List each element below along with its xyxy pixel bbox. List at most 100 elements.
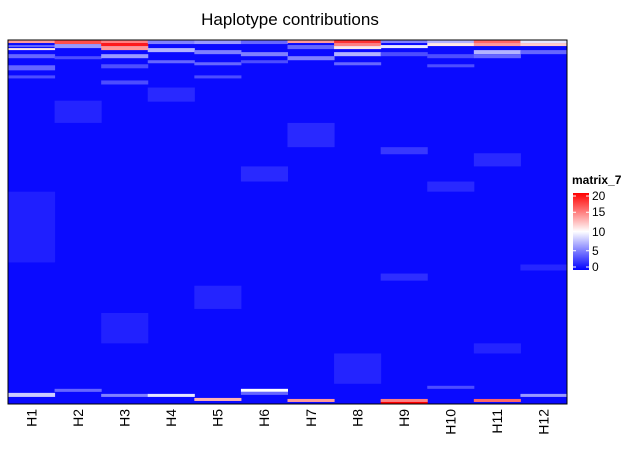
heatmap-cell <box>520 40 568 44</box>
heatmap-cell <box>8 65 56 71</box>
chart-title: Haplotype contributions <box>201 10 379 29</box>
heatmap-cell <box>8 40 56 44</box>
legend-tickmarks <box>573 195 589 268</box>
column-label-H9: H9 <box>396 409 412 427</box>
heatmap-column-H2 <box>54 40 102 404</box>
heatmap-cell <box>427 64 475 68</box>
heatmap-cell <box>101 393 149 397</box>
column-label-H2: H2 <box>70 409 86 427</box>
heatmap-cell <box>240 388 288 392</box>
column-label-H11: H11 <box>489 409 505 434</box>
column-labels: H1 H2 H3 H4 H5 H6 H7 H8 H9 H10 H11 H12 <box>23 409 551 435</box>
column-label-H8: H8 <box>349 409 365 427</box>
heatmap-cell <box>287 122 335 148</box>
heatmap-cell <box>473 43 521 47</box>
column-label-H4: H4 <box>163 409 179 427</box>
heatmap-cell <box>473 40 521 44</box>
heatmap-cell <box>147 48 195 53</box>
heatmap-cell <box>54 388 102 392</box>
legend-tick-label: 10 <box>592 224 606 239</box>
heatmap-cell <box>473 153 521 167</box>
heatmap-cell <box>8 191 56 263</box>
heatmap-cell <box>380 273 428 281</box>
heatmap-cell <box>380 401 428 404</box>
heatmap-cell <box>520 50 568 55</box>
heatmap-column-H12 <box>520 40 568 404</box>
heatmap-cell <box>240 40 288 45</box>
heatmap-cell <box>101 54 149 59</box>
heatmap-cell <box>194 397 242 401</box>
heatmap-cell <box>101 313 149 344</box>
column-label-H3: H3 <box>116 409 132 427</box>
column-label-H6: H6 <box>256 409 272 427</box>
heatmap-cell <box>194 75 242 79</box>
column-label-H12: H12 <box>536 409 552 435</box>
heatmap-cell <box>194 285 242 309</box>
heatmap-column-H3 <box>101 40 149 404</box>
heatmap-column-H10 <box>427 40 475 404</box>
heatmap-cell <box>473 398 521 402</box>
heatmap-cell <box>427 54 475 59</box>
heatmap-cell <box>147 393 195 397</box>
heatmap-cell <box>8 45 56 48</box>
heatmap-cell <box>380 40 428 44</box>
heatmap-cell <box>380 52 428 57</box>
heatmap-cell <box>334 52 382 57</box>
heatmap-cell <box>8 54 56 59</box>
heatmap-cell <box>54 40 102 45</box>
heatmap-cell <box>334 353 382 384</box>
heatmap-cell <box>520 264 568 271</box>
heatmap-cell <box>427 385 475 389</box>
heatmap-column-H7 <box>287 40 335 404</box>
heatmap-cell <box>473 50 521 55</box>
heatmap-cell <box>427 40 475 44</box>
heatmap-cell <box>240 60 288 64</box>
legend-tick-label: 0 <box>592 260 599 274</box>
heatmap-column-H9 <box>380 40 428 404</box>
heatmap-cell <box>380 45 428 49</box>
heatmap-cell <box>427 181 475 192</box>
heatmap-cell <box>194 40 242 45</box>
heatmap-cells <box>8 40 568 404</box>
heatmap-column-H5 <box>194 40 242 404</box>
heatmap-cell <box>101 64 149 69</box>
heatmap-cell <box>101 40 149 44</box>
heatmap-cell <box>8 75 56 79</box>
heatmap-cell <box>8 392 56 397</box>
heatmap-cell <box>147 87 195 102</box>
heatmap-cell <box>473 54 521 59</box>
heatmap-cell <box>287 40 335 44</box>
column-label-H1: H1 <box>23 409 39 427</box>
heatmap-cell <box>54 44 102 49</box>
heatmap-column-H6 <box>240 40 288 404</box>
column-label-H10: H10 <box>443 409 459 435</box>
heatmap-cell <box>240 166 288 182</box>
legend-tick-label: 5 <box>592 243 599 258</box>
heatmap-cell <box>287 45 335 50</box>
legend-title: matrix_7 <box>572 173 622 187</box>
heatmap-cell <box>194 50 242 55</box>
heatmap-cell <box>101 43 149 47</box>
heatmap-cell <box>147 60 195 64</box>
heatmap-cell <box>101 46 149 51</box>
column-label-H5: H5 <box>210 409 226 427</box>
heatmap-cell <box>54 56 102 60</box>
plot-border <box>7 39 568 405</box>
heatmap-cell <box>54 100 102 123</box>
heatmap-cell <box>287 398 335 402</box>
heatmap-cell <box>520 393 568 397</box>
heatmap-cell <box>334 62 382 66</box>
heatmap-cell <box>334 40 382 44</box>
heatmap-cell <box>287 56 335 61</box>
heatmap-cell <box>147 40 195 45</box>
heatmap-cell <box>473 343 521 354</box>
heatmap-cell <box>380 147 428 155</box>
heatmap-cell <box>240 391 288 395</box>
heatmap-cell <box>194 62 242 66</box>
heatmap-cell <box>427 43 475 47</box>
column-label-H7: H7 <box>303 409 319 427</box>
heatmap-cell <box>334 43 382 47</box>
heatmap-cell <box>334 46 382 50</box>
legend-color-bar <box>573 193 589 270</box>
